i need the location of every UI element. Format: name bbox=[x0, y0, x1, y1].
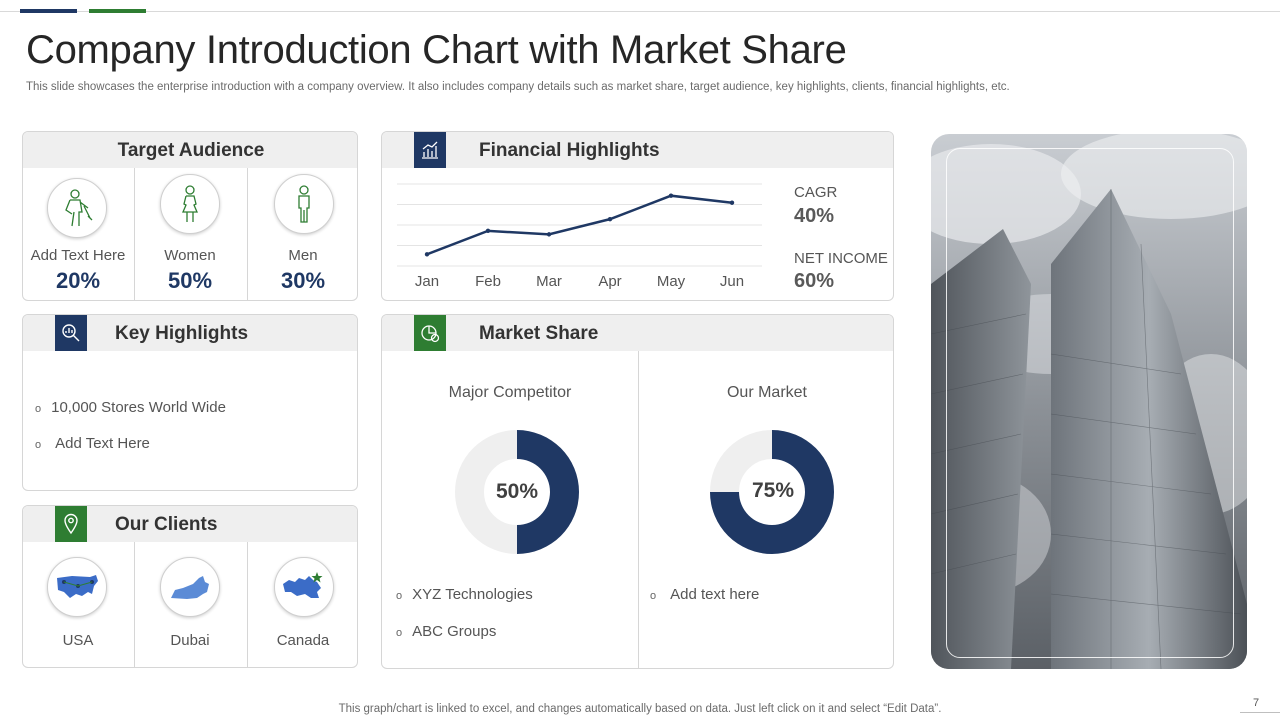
skyscraper-photo bbox=[931, 134, 1247, 669]
man-icon bbox=[274, 174, 334, 234]
card-header bbox=[382, 315, 893, 351]
footer-note: This graph/chart is linked to excel, and… bbox=[338, 703, 942, 715]
bar-chart-icon bbox=[414, 132, 446, 168]
donut-slice bbox=[710, 430, 834, 554]
usa-map-icon bbox=[47, 557, 107, 617]
pie-chart-icon bbox=[414, 315, 446, 351]
financial-line-chart: Jan Feb Mar Apr May Jun bbox=[397, 183, 762, 290]
market-share-card[interactable]: Market Share Major Competitor 50% o XYZ T… bbox=[381, 314, 894, 669]
cagr-value: 40% bbox=[794, 205, 835, 227]
uae-map-icon bbox=[160, 557, 220, 617]
line-point bbox=[546, 232, 552, 237]
x-tick-label: Jun bbox=[720, 273, 744, 290]
page-number-rule bbox=[1240, 712, 1280, 713]
line-point bbox=[485, 228, 491, 234]
woman-icon bbox=[160, 174, 220, 234]
key-highlights-card[interactable]: Key Highlights o 10,000 Stores World Wide… bbox=[22, 314, 358, 491]
target-audience-card[interactable]: Target Audience Add Text Here 20% Women … bbox=[22, 131, 358, 301]
market-share-title: Market Share bbox=[479, 323, 599, 344]
client-label: Canada bbox=[276, 632, 330, 649]
card-header bbox=[382, 132, 893, 168]
competitor-item: o ABC Groups bbox=[396, 623, 497, 640]
financial-highlights-card[interactable]: Financial Highlights Jan Feb Mar Apr May Jun … bbox=[381, 131, 894, 301]
audience-percent: 50% bbox=[167, 268, 213, 293]
worker-icon bbox=[47, 178, 107, 238]
donut-slice bbox=[517, 430, 579, 554]
audience-label: Men bbox=[288, 247, 318, 264]
our-clients-card[interactable]: Our Clients USA Dubai Canada bbox=[22, 505, 358, 668]
major-competitor-value: 50% bbox=[495, 480, 539, 503]
our-clients-title: Our Clients bbox=[115, 514, 218, 535]
line-point bbox=[424, 252, 430, 257]
client-label: Dubai bbox=[170, 632, 210, 649]
net-income-label: NET INCOME bbox=[794, 250, 888, 267]
x-tick-label: Feb bbox=[475, 273, 501, 290]
our-market-title: Our Market bbox=[726, 384, 807, 401]
location-pin-icon bbox=[55, 506, 87, 542]
search-chart-icon bbox=[55, 315, 87, 351]
audience-label: Women bbox=[164, 247, 216, 264]
divider bbox=[134, 168, 135, 300]
line-series bbox=[426, 194, 733, 256]
our-market-donut bbox=[710, 430, 834, 554]
page-subtitle: This slide showcases the enterprise intr… bbox=[26, 81, 1010, 93]
x-tick-label: Mar bbox=[536, 273, 562, 290]
highlight-item: o 10,000 Stores World Wide bbox=[35, 399, 226, 416]
page-number: 7 bbox=[1253, 697, 1260, 709]
accent-bar-navy bbox=[20, 9, 77, 13]
divider bbox=[247, 168, 248, 300]
line-point bbox=[668, 193, 674, 198]
competitor-item: o XYZ Technologies bbox=[396, 586, 533, 603]
divider bbox=[134, 542, 135, 667]
financial-highlights-title: Financial Highlights bbox=[479, 140, 660, 161]
highlight-item: o Add Text Here bbox=[35, 435, 150, 452]
client-label: USA bbox=[62, 632, 94, 649]
divider bbox=[638, 351, 639, 668]
cagr-label: CAGR bbox=[794, 184, 838, 201]
audience-percent: 30% bbox=[280, 268, 326, 293]
line-point bbox=[729, 200, 735, 205]
major-competitor-donut bbox=[455, 430, 579, 554]
x-tick-label: May bbox=[657, 273, 686, 290]
page-title: Company Introduction Chart with Market S… bbox=[26, 28, 847, 72]
x-tick-label: Jan bbox=[415, 273, 439, 290]
line-point bbox=[607, 216, 613, 222]
our-market-value: 75% bbox=[751, 479, 795, 502]
major-competitor-title: Major Competitor bbox=[448, 384, 572, 401]
accent-bar-green bbox=[89, 9, 146, 13]
canada-map-icon bbox=[274, 557, 334, 617]
divider bbox=[247, 542, 248, 667]
top-rule bbox=[0, 11, 1280, 12]
audience-percent: 20% bbox=[55, 268, 101, 293]
photo-frame bbox=[946, 148, 1234, 658]
our-market-item: o Add text here bbox=[650, 586, 760, 603]
audience-label: Add Text Here bbox=[30, 247, 126, 264]
card-header bbox=[23, 132, 357, 168]
net-income-value: 60% bbox=[794, 270, 835, 292]
x-tick-label: Apr bbox=[598, 273, 621, 290]
target-audience-title: Target Audience bbox=[117, 140, 265, 161]
key-highlights-title: Key Highlights bbox=[115, 323, 249, 344]
